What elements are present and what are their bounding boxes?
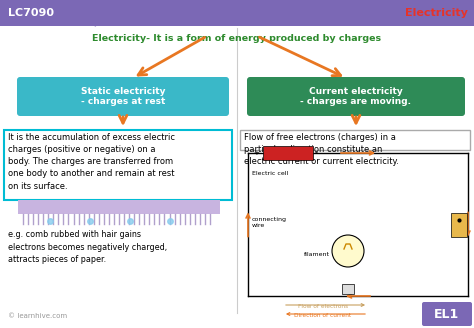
Text: EL1: EL1: [434, 308, 460, 320]
Text: filament: filament: [304, 253, 330, 257]
Text: Direction of current: Direction of current: [294, 313, 352, 318]
Bar: [342, 284, 354, 294]
Text: © learnhive.com: © learnhive.com: [8, 313, 67, 319]
Text: Electricity: Electricity: [405, 8, 468, 18]
Text: LC7090: LC7090: [8, 8, 54, 18]
Text: connecting
wire: connecting wire: [252, 216, 287, 228]
Bar: [263, 146, 313, 160]
FancyBboxPatch shape: [247, 77, 465, 116]
Bar: [18, 200, 220, 214]
Text: Flow of free electrons (charges) in a
particular direction constitute an
electri: Flow of free electrons (charges) in a pa…: [244, 133, 399, 166]
Text: Electric cell: Electric cell: [252, 171, 288, 176]
FancyBboxPatch shape: [422, 302, 472, 326]
Bar: [0, 0, 474, 26]
Text: -: -: [315, 149, 318, 157]
Text: +: +: [253, 150, 259, 156]
Text: e.g. comb rubbed with hair gains
electrons becomes negatively charged,
attracts : e.g. comb rubbed with hair gains electro…: [8, 230, 167, 264]
FancyBboxPatch shape: [240, 130, 470, 150]
Text: Flow of electrons: Flow of electrons: [298, 304, 348, 309]
FancyBboxPatch shape: [4, 130, 232, 200]
Text: Static electricity
- charges at rest: Static electricity - charges at rest: [81, 87, 165, 106]
Circle shape: [332, 235, 364, 267]
Text: Current electricity
- charges are moving.: Current electricity - charges are moving…: [301, 87, 411, 106]
Text: It is the accumulation of excess electric
charges (positive or negative) on a
bo: It is the accumulation of excess electri…: [8, 133, 175, 191]
FancyBboxPatch shape: [17, 77, 229, 116]
Polygon shape: [95, 0, 115, 26]
Text: Electricity- It is a form of energy produced by charges: Electricity- It is a form of energy prod…: [92, 34, 382, 43]
Bar: [451, 213, 467, 236]
